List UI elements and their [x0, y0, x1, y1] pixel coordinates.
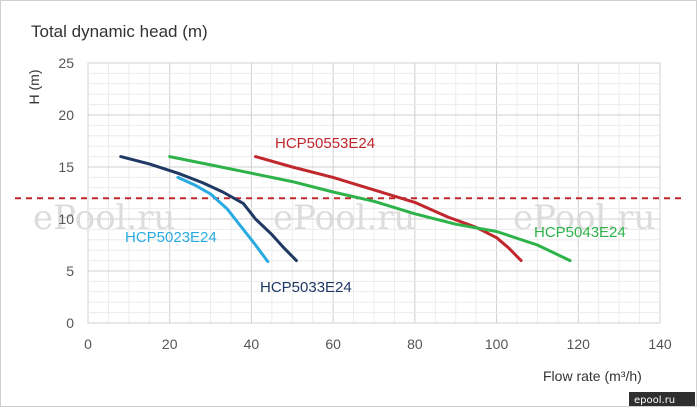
- y-axis-label: H (m): [26, 70, 42, 105]
- series-line: [176, 175, 270, 264]
- series-label: HCP5043E24: [534, 224, 626, 241]
- y-tick-label: 5: [66, 263, 74, 279]
- series-label: HCP5023E24: [125, 229, 217, 246]
- tick-labels: 0 20 40 60 80 100 120 140 0 5 10 15 20 25: [58, 55, 671, 352]
- corner-logo-text: epool.ru: [634, 395, 675, 406]
- watermark-group: ePool.ru ePool.ru ePool.ru: [33, 198, 655, 238]
- watermark-text: ePool.ru: [33, 198, 175, 238]
- y-tick-label: 15: [58, 159, 74, 175]
- x-tick-label: 20: [162, 336, 178, 352]
- y-tick-label: 0: [66, 315, 74, 331]
- corner-logo-background: [629, 392, 695, 406]
- watermark-text: ePool.ru: [513, 198, 655, 238]
- grid: [87, 62, 661, 324]
- series-line: [168, 155, 572, 263]
- x-tick-label: 80: [407, 336, 423, 352]
- series-labels: HCP5023E24 HCP5033E24 HCP50553E24 HCP5043E2…: [125, 135, 626, 296]
- y-tick-label: 25: [58, 55, 74, 71]
- series-label: HCP50553E24: [275, 135, 375, 152]
- series-group: [119, 155, 572, 264]
- x-tick-label: 60: [325, 336, 341, 352]
- y-tick-label: 10: [58, 211, 74, 227]
- x-tick-label: 100: [485, 336, 509, 352]
- y-tick-label: 20: [58, 107, 74, 123]
- series-line: [119, 155, 298, 263]
- series-line: [254, 155, 523, 263]
- x-tick-label: 0: [84, 336, 92, 352]
- series-label: HCP5033E24: [260, 279, 352, 296]
- x-tick-label: 140: [648, 336, 672, 352]
- chart-title: Total dynamic head (m): [31, 22, 208, 41]
- corner-logo: epool.ru: [629, 392, 695, 406]
- x-axis-label: Flow rate (m³/h): [543, 368, 642, 384]
- watermark-text: ePool.ru: [273, 198, 415, 238]
- x-tick-label: 40: [244, 336, 260, 352]
- x-tick-label: 120: [567, 336, 591, 352]
